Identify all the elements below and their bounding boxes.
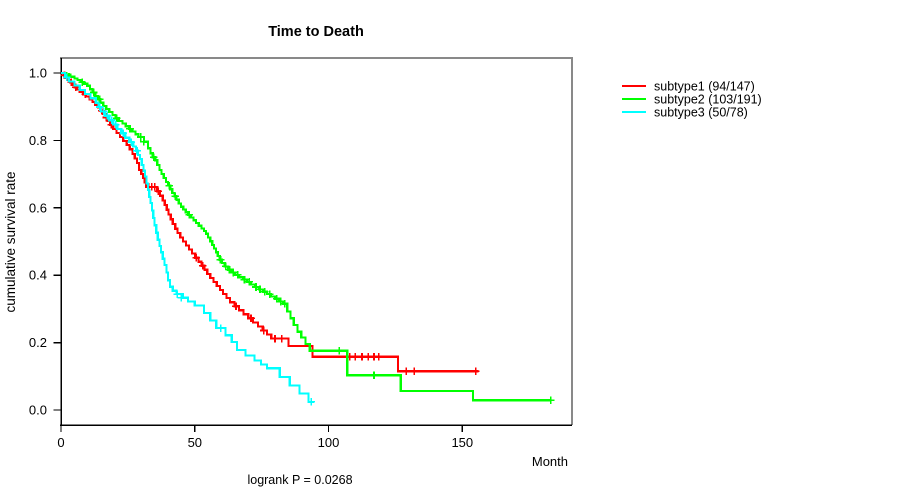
y-tick-label: 0.0 — [29, 403, 47, 418]
survival-curve-subtype3 — [61, 71, 314, 403]
y-tick-label: 0.6 — [29, 200, 47, 215]
censor-marks-subtype2 — [65, 72, 555, 404]
y-tick-label: 1.0 — [29, 66, 47, 81]
survival-curve-subtype1 — [61, 71, 479, 373]
x-tick-label: 0 — [57, 435, 64, 450]
x-axis-title: Month — [532, 454, 568, 469]
y-tick-label: 0.8 — [29, 133, 47, 148]
x-tick-label: 50 — [188, 435, 202, 450]
survival-curve-subtype2 — [61, 71, 551, 402]
censor-marks-subtype1 — [60, 71, 480, 375]
censor-marks-subtype3 — [63, 73, 315, 406]
legend-label-subtype1: subtype1 (94/147) — [654, 79, 755, 93]
legend-label-subtype3: subtype3 (50/78) — [654, 105, 748, 119]
y-tick-label: 0.2 — [29, 335, 47, 350]
x-tick-label: 100 — [318, 435, 340, 450]
y-tick-label: 0.4 — [29, 268, 47, 283]
plot-title: Time to Death — [268, 24, 364, 40]
x-tick-label: 150 — [451, 435, 473, 450]
plot-dynamic-layer: 0 50 100 150 0.0 0.2 0.4 0.6 0.8 1.0 subtype1 (94/… — [29, 57, 762, 450]
logrank-p-value: logrank P = 0.0268 — [247, 473, 352, 487]
legend-label-subtype2: subtype2 (103/191) — [654, 92, 762, 106]
y-axis-title: cumulative survival rate — [3, 171, 18, 312]
